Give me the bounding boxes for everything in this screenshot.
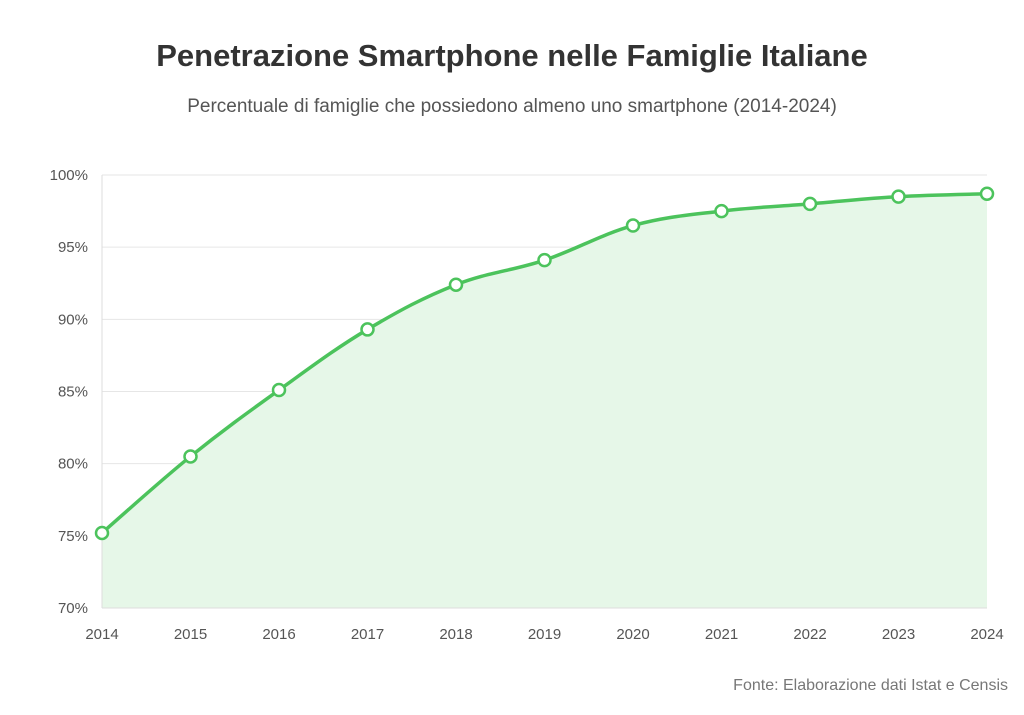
data-point [714,203,729,219]
data-point [979,186,995,202]
y-tick-label: 90% [58,311,88,328]
x-tick-label: 2021 [705,626,738,643]
y-tick-labels: 70% 75% 80% 85% 90% 95% 100% [50,167,88,617]
x-tick-label: 2017 [351,626,384,643]
data-point [448,277,464,292]
y-tick-label: 80% [58,456,88,473]
y-tick-label: 95% [58,239,88,256]
x-tick-label: 2018 [439,626,472,643]
source-note: Fonte: Elaborazione dati Istat e Censis [733,677,1008,694]
x-tick-label: 2019 [528,626,561,643]
y-tick-label: 70% [58,600,88,617]
x-tick-label: 2024 [970,626,1003,643]
data-point [802,196,818,212]
x-tick-label: 2020 [616,626,649,643]
chart-title: Penetrazione Smartphone nelle Famiglie I… [156,38,868,73]
y-tick-label: 85% [58,384,88,401]
data-point [625,218,641,233]
area-fill [102,193,987,608]
x-tick-label: 2016 [262,626,295,643]
data-point [271,382,287,398]
x-tick-label: 2023 [882,626,915,643]
data-point [183,449,198,464]
x-tick-label: 2022 [793,626,826,643]
data-point [537,252,552,268]
chart-subtitle: Percentuale di famiglie che possiedono a… [187,96,837,117]
data-point [891,189,906,204]
area-fill-layer [102,193,987,608]
x-tick-labels: 2014 2015 2016 2017 2018 2019 2020 2021 2022 2023… [85,626,1003,643]
data-points [94,186,995,541]
y-tick-label: 100% [50,167,88,184]
x-tick-label: 2014 [85,626,118,643]
x-tick-label: 2015 [174,626,207,643]
data-point [94,525,110,541]
y-tick-label: 75% [58,528,88,545]
data-point [360,322,375,337]
